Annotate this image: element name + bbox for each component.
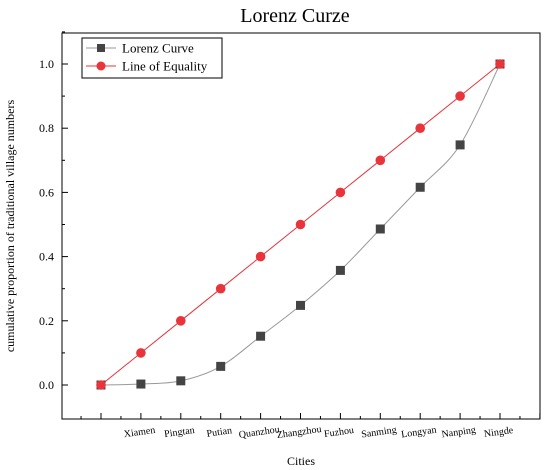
equality-point bbox=[335, 187, 346, 198]
x-tick-label: Ningde bbox=[483, 425, 514, 440]
x-tick-label: Nanping bbox=[441, 425, 477, 441]
x-tick-label: Putian bbox=[206, 425, 233, 439]
legend-entry-equality: Line of Equality bbox=[122, 59, 208, 74]
equality-point bbox=[415, 123, 426, 133]
x-axis-label: Cities bbox=[287, 454, 315, 468]
x-tick-label: Xiamen bbox=[123, 425, 156, 440]
lorenz-point bbox=[136, 379, 146, 389]
x-tick-label: Fuzhou bbox=[323, 425, 354, 440]
chart-title: Lorenz Curze bbox=[240, 5, 350, 27]
x-tick-label: Zhangzhou bbox=[276, 424, 322, 441]
series-layer bbox=[96, 59, 505, 390]
legend-box bbox=[81, 37, 223, 79]
y-tick-label: 1.0 bbox=[39, 57, 54, 71]
y-tick-label: 0.0 bbox=[39, 378, 54, 392]
lorenz-point bbox=[375, 224, 385, 234]
x-tick-label: Longyan bbox=[400, 425, 437, 441]
legend: Lorenz Curve Line of Equality bbox=[81, 37, 223, 79]
equality-point bbox=[295, 219, 306, 230]
lorenz-point bbox=[176, 376, 186, 386]
lorenz-point bbox=[296, 300, 305, 310]
equality-point bbox=[96, 380, 106, 390]
lorenz-point bbox=[415, 182, 425, 192]
equality-point bbox=[375, 155, 386, 166]
lorenz-point bbox=[256, 331, 266, 341]
y-tick-label: 0.8 bbox=[39, 121, 54, 135]
x-tick-label: Quanzhou bbox=[238, 424, 280, 441]
lorenz-point bbox=[335, 265, 345, 275]
x-tick-label: Pingtan bbox=[164, 425, 196, 440]
legend-entry-lorenz: Lorenz Curve bbox=[122, 41, 194, 56]
equality-point bbox=[495, 59, 505, 69]
y-tick-label: 0.2 bbox=[39, 314, 54, 328]
y-axis-label: cumulative proportion of traditional vil… bbox=[3, 100, 17, 353]
equality-point bbox=[176, 316, 186, 326]
equality-point bbox=[215, 283, 226, 294]
y-tick-label: 0.6 bbox=[39, 185, 54, 199]
y-axis: 0.0 0.2 0.4 0.6 0.8 1.0 bbox=[39, 31, 68, 392]
equality-point bbox=[455, 91, 465, 101]
lorenz-point bbox=[455, 140, 465, 150]
legend-swatch-marker bbox=[97, 44, 105, 52]
equality-point bbox=[136, 348, 146, 358]
legend-swatch-marker bbox=[96, 61, 106, 71]
y-tick-label: 0.4 bbox=[39, 250, 54, 264]
x-tick-label: Sanming bbox=[361, 425, 398, 441]
lorenz-point bbox=[216, 361, 226, 371]
equality-point bbox=[255, 251, 266, 262]
